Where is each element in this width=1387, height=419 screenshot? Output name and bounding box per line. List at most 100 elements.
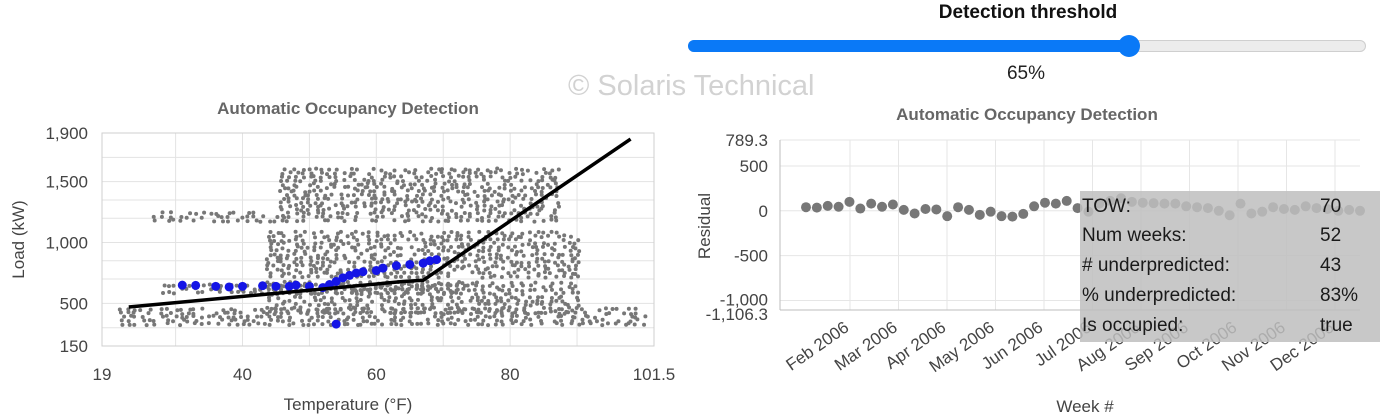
data-point-grey bbox=[301, 168, 306, 173]
data-point-grey bbox=[458, 291, 463, 296]
data-point-grey bbox=[466, 174, 471, 179]
data-point-grey bbox=[291, 321, 296, 326]
data-point-grey bbox=[286, 186, 291, 191]
data-point-grey bbox=[399, 274, 404, 279]
data-point-grey bbox=[461, 174, 466, 179]
data-point-grey bbox=[306, 197, 311, 202]
data-point-grey bbox=[436, 318, 441, 323]
data-point-grey bbox=[432, 283, 437, 288]
data-point-grey bbox=[459, 242, 464, 247]
data-point-grey bbox=[146, 311, 151, 316]
data-point-grey bbox=[559, 294, 564, 299]
data-point-grey bbox=[292, 167, 297, 172]
data-point-grey bbox=[632, 322, 637, 327]
data-point-grey bbox=[351, 317, 356, 322]
data-point-grey bbox=[482, 203, 487, 208]
data-point-grey bbox=[159, 307, 164, 312]
data-point-grey bbox=[336, 245, 341, 250]
data-point-grey bbox=[488, 211, 493, 216]
data-point-grey bbox=[267, 314, 272, 319]
data-point-grey bbox=[335, 310, 340, 315]
data-point-grey bbox=[548, 185, 553, 190]
data-point-grey bbox=[549, 217, 554, 222]
data-point-grey bbox=[554, 218, 559, 223]
data-point-grey bbox=[482, 295, 487, 300]
data-point-grey bbox=[268, 271, 273, 276]
data-point-grey bbox=[354, 167, 359, 172]
data-point-grey bbox=[385, 291, 390, 296]
data-point-grey bbox=[487, 252, 492, 257]
data-point-grey bbox=[318, 245, 323, 250]
data-point-grey bbox=[554, 194, 559, 199]
data-point-blue bbox=[271, 281, 281, 291]
data-point-grey bbox=[509, 295, 514, 300]
data-point-grey bbox=[275, 318, 280, 323]
data-point-grey bbox=[419, 321, 424, 326]
data-point-grey bbox=[465, 185, 470, 190]
data-point-grey bbox=[367, 172, 372, 177]
data-point-grey bbox=[441, 245, 446, 250]
data-point-grey bbox=[369, 201, 374, 206]
data-point-grey bbox=[333, 175, 338, 180]
data-point-grey bbox=[285, 309, 290, 314]
data-point-grey bbox=[405, 287, 410, 292]
residual-point bbox=[974, 209, 985, 220]
data-point-grey bbox=[528, 283, 533, 288]
data-point-grey bbox=[481, 245, 486, 250]
data-point-grey bbox=[466, 242, 471, 247]
data-point-grey bbox=[371, 179, 376, 184]
data-point-grey bbox=[278, 200, 283, 205]
data-point-grey bbox=[389, 211, 394, 216]
data-point-grey bbox=[426, 248, 431, 253]
data-point-grey bbox=[562, 233, 567, 238]
data-point-grey bbox=[546, 233, 551, 238]
data-point-grey bbox=[398, 246, 403, 251]
data-point-grey bbox=[449, 230, 454, 235]
chart-title: Automatic Occupancy Detection bbox=[217, 99, 479, 118]
data-point-grey bbox=[353, 204, 358, 209]
threshold-slider-track[interactable] bbox=[688, 40, 1366, 52]
data-point-grey bbox=[209, 211, 214, 216]
data-point-grey bbox=[346, 315, 351, 320]
data-point-grey bbox=[413, 197, 418, 202]
data-point-grey bbox=[178, 218, 183, 223]
data-point-grey bbox=[412, 182, 417, 187]
data-point-grey bbox=[268, 274, 273, 279]
data-point-grey bbox=[366, 192, 371, 197]
data-point-grey bbox=[519, 281, 524, 286]
data-point-grey bbox=[379, 259, 384, 264]
data-point-grey bbox=[446, 248, 451, 253]
data-point-grey bbox=[313, 178, 318, 183]
data-point-grey bbox=[447, 171, 452, 176]
data-point-grey bbox=[405, 211, 410, 216]
data-point-grey bbox=[309, 258, 314, 263]
data-point-grey bbox=[305, 245, 310, 250]
data-point-grey bbox=[282, 197, 287, 202]
residual-point bbox=[811, 202, 822, 213]
data-point-grey bbox=[199, 315, 204, 320]
data-point-grey bbox=[399, 311, 404, 316]
data-point-grey bbox=[238, 310, 243, 315]
data-point-grey bbox=[353, 309, 358, 314]
data-point-grey bbox=[321, 256, 326, 261]
data-point-grey bbox=[575, 295, 580, 300]
data-point-grey bbox=[225, 214, 230, 219]
data-point-grey bbox=[325, 267, 330, 272]
x-tick-label: 60 bbox=[367, 365, 386, 384]
data-point-grey bbox=[573, 284, 578, 289]
data-point-grey bbox=[292, 251, 297, 256]
data-point-grey bbox=[379, 237, 384, 242]
data-point-grey bbox=[132, 314, 137, 319]
data-point-grey bbox=[539, 192, 544, 197]
data-point-grey bbox=[446, 195, 451, 200]
threshold-slider-thumb[interactable] bbox=[1117, 35, 1140, 57]
data-point-grey bbox=[543, 275, 548, 280]
data-point-grey bbox=[527, 295, 532, 300]
data-point-grey bbox=[490, 264, 495, 269]
data-point-grey bbox=[392, 168, 397, 173]
data-point-grey bbox=[339, 201, 344, 206]
data-point-grey bbox=[420, 281, 425, 286]
data-point-grey bbox=[501, 197, 506, 202]
data-point-grey bbox=[476, 248, 481, 253]
data-point-grey bbox=[463, 256, 468, 261]
